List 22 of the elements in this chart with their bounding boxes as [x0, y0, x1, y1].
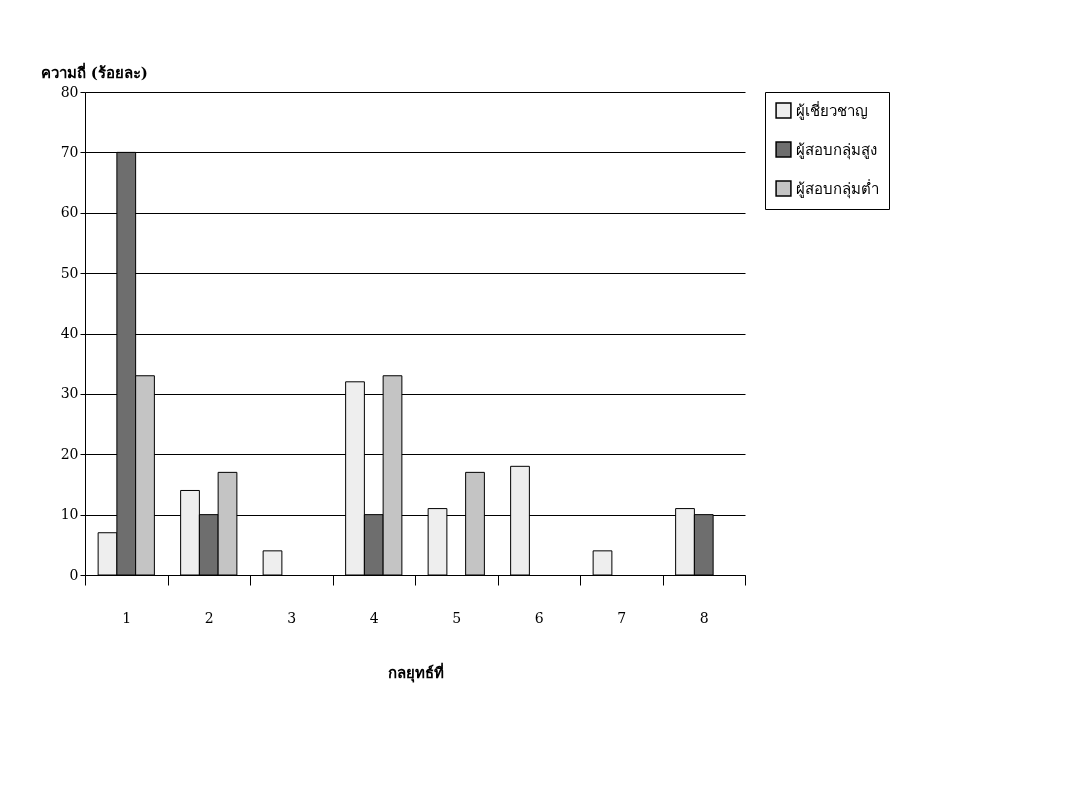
y-axis-title: ความถี่ (ร้อยละ) — [40, 61, 148, 82]
x-tick-label: 3 — [287, 609, 297, 626]
x-tick-label: 4 — [369, 609, 379, 626]
x-tick-label: 6 — [534, 609, 544, 626]
x-axis-title: กลยุทธ์ที่ — [387, 661, 444, 683]
y-tick-label: 20 — [60, 445, 79, 462]
y-tick-label: 80 — [60, 83, 79, 100]
x-tick-label: 5 — [452, 609, 462, 626]
x-tick-label: 1 — [122, 609, 132, 626]
legend-label: ผู้สอบกลุ่มสูง — [796, 140, 877, 160]
y-tick-label: 10 — [60, 506, 79, 523]
legend-label: ผู้เชี่ยวชาญ — [796, 99, 868, 120]
y-tick-label: 70 — [60, 143, 79, 160]
y-tick-label: 0 — [69, 566, 79, 583]
x-tick-label: 2 — [204, 609, 214, 626]
y-tick-label: 50 — [60, 264, 79, 281]
legend-label: ผู้สอบกลุ่มต่ำ — [796, 177, 879, 199]
y-tick-label: 30 — [60, 385, 79, 402]
y-tick-label: 40 — [60, 325, 79, 341]
x-tick-label: 7 — [617, 609, 627, 626]
y-tick-label: 60 — [60, 204, 79, 221]
x-tick-label: 8 — [699, 609, 709, 626]
